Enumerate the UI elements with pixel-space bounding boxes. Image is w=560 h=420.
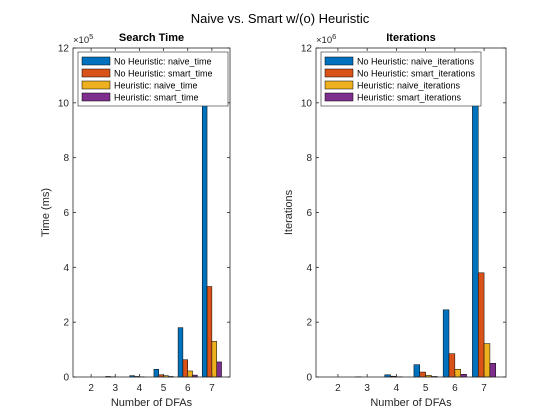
x-tick-label: 7 xyxy=(481,383,487,394)
y-tick-label: 12 xyxy=(58,44,70,55)
y-axis-label: Time (ms) xyxy=(40,188,52,237)
bar xyxy=(216,361,222,378)
y-tick-label: 2 xyxy=(63,318,69,329)
y-tick-label: 4 xyxy=(306,263,312,274)
axes-title: Iterations xyxy=(386,32,436,44)
bar xyxy=(177,327,184,378)
bar xyxy=(442,309,450,378)
x-tick-label: 6 xyxy=(452,383,458,394)
y-tick-label: 6 xyxy=(63,208,69,219)
legend-swatch xyxy=(324,92,354,102)
y-tick-label: 4 xyxy=(63,263,69,274)
x-axis-label: Number of DFAs xyxy=(111,397,193,409)
legend-entry: No Heuristic: naive_iterations xyxy=(357,57,475,67)
exponent-base: ×10 xyxy=(316,35,332,46)
legend-entry: No Heuristic: naive_time xyxy=(114,57,212,67)
y-tick-label: 12 xyxy=(301,44,313,55)
x-tick-label: 4 xyxy=(394,383,400,394)
bar xyxy=(187,370,193,378)
legend-entry: Heuristic: smart_time xyxy=(114,93,199,103)
y-exponent-label: ×106 xyxy=(316,32,336,46)
legend-swatch xyxy=(324,68,354,78)
legend-swatch xyxy=(81,68,111,78)
figure-suptitle: Naive vs. Smart w/(o) Heuristic xyxy=(191,11,370,26)
y-tick-label: 0 xyxy=(63,373,69,384)
legend-swatch xyxy=(81,56,111,66)
y-tick-label: 6 xyxy=(306,208,312,219)
exponent-base: ×10 xyxy=(73,35,89,46)
x-tick-label: 4 xyxy=(137,383,143,394)
x-tick-label: 3 xyxy=(364,383,370,394)
x-tick-label: 7 xyxy=(209,383,215,394)
bar xyxy=(182,359,188,378)
legend-entry: No Heuristic: smart_time xyxy=(114,69,213,79)
legend-entry: Heuristic: smart_iterations xyxy=(357,93,462,103)
bar xyxy=(206,286,213,378)
legend-swatch xyxy=(81,80,111,90)
x-tick-label: 5 xyxy=(423,383,429,394)
y-tick-label: 8 xyxy=(63,153,69,164)
y-exponent-label: ×105 xyxy=(73,32,93,46)
bar xyxy=(201,87,208,378)
legend-entry: Heuristic: naive_iterations xyxy=(357,81,461,91)
x-tick-label: 3 xyxy=(112,383,118,394)
axes-title: Search Time xyxy=(119,32,184,44)
bar xyxy=(483,343,491,378)
bar xyxy=(477,272,485,378)
x-tick-label: 2 xyxy=(335,383,341,394)
bar xyxy=(419,371,426,378)
x-tick-label: 2 xyxy=(88,383,94,394)
y-tick-label: 10 xyxy=(301,98,313,109)
x-tick-label: 5 xyxy=(161,383,167,394)
x-tick-label: 6 xyxy=(185,383,191,394)
y-tick-label: 10 xyxy=(58,98,70,109)
bar xyxy=(454,369,461,378)
legend-swatch xyxy=(324,80,354,90)
bar xyxy=(460,374,467,378)
y-tick-label: 8 xyxy=(306,153,312,164)
legend-entry: No Heuristic: smart_iterations xyxy=(357,69,476,79)
legend: No Heuristic: naive_iterations No Heurist… xyxy=(320,51,482,107)
legend-swatch xyxy=(81,92,111,102)
y-axis-label: Iterations xyxy=(283,189,295,235)
bar xyxy=(211,341,217,378)
legend: No Heuristic: naive_time No Heuristic: sm… xyxy=(77,51,229,107)
y-tick-label: 0 xyxy=(306,373,312,384)
exponent-power: 5 xyxy=(89,32,93,41)
x-axis-label: Number of DFAs xyxy=(370,397,452,409)
bar xyxy=(489,363,497,378)
bar xyxy=(413,364,421,378)
bar xyxy=(153,369,159,378)
legend-swatch xyxy=(324,56,354,66)
bar xyxy=(448,353,456,378)
exponent-power: 6 xyxy=(332,32,336,41)
legend-entry: Heuristic: naive_time xyxy=(114,81,198,91)
y-tick-label: 2 xyxy=(306,318,312,329)
